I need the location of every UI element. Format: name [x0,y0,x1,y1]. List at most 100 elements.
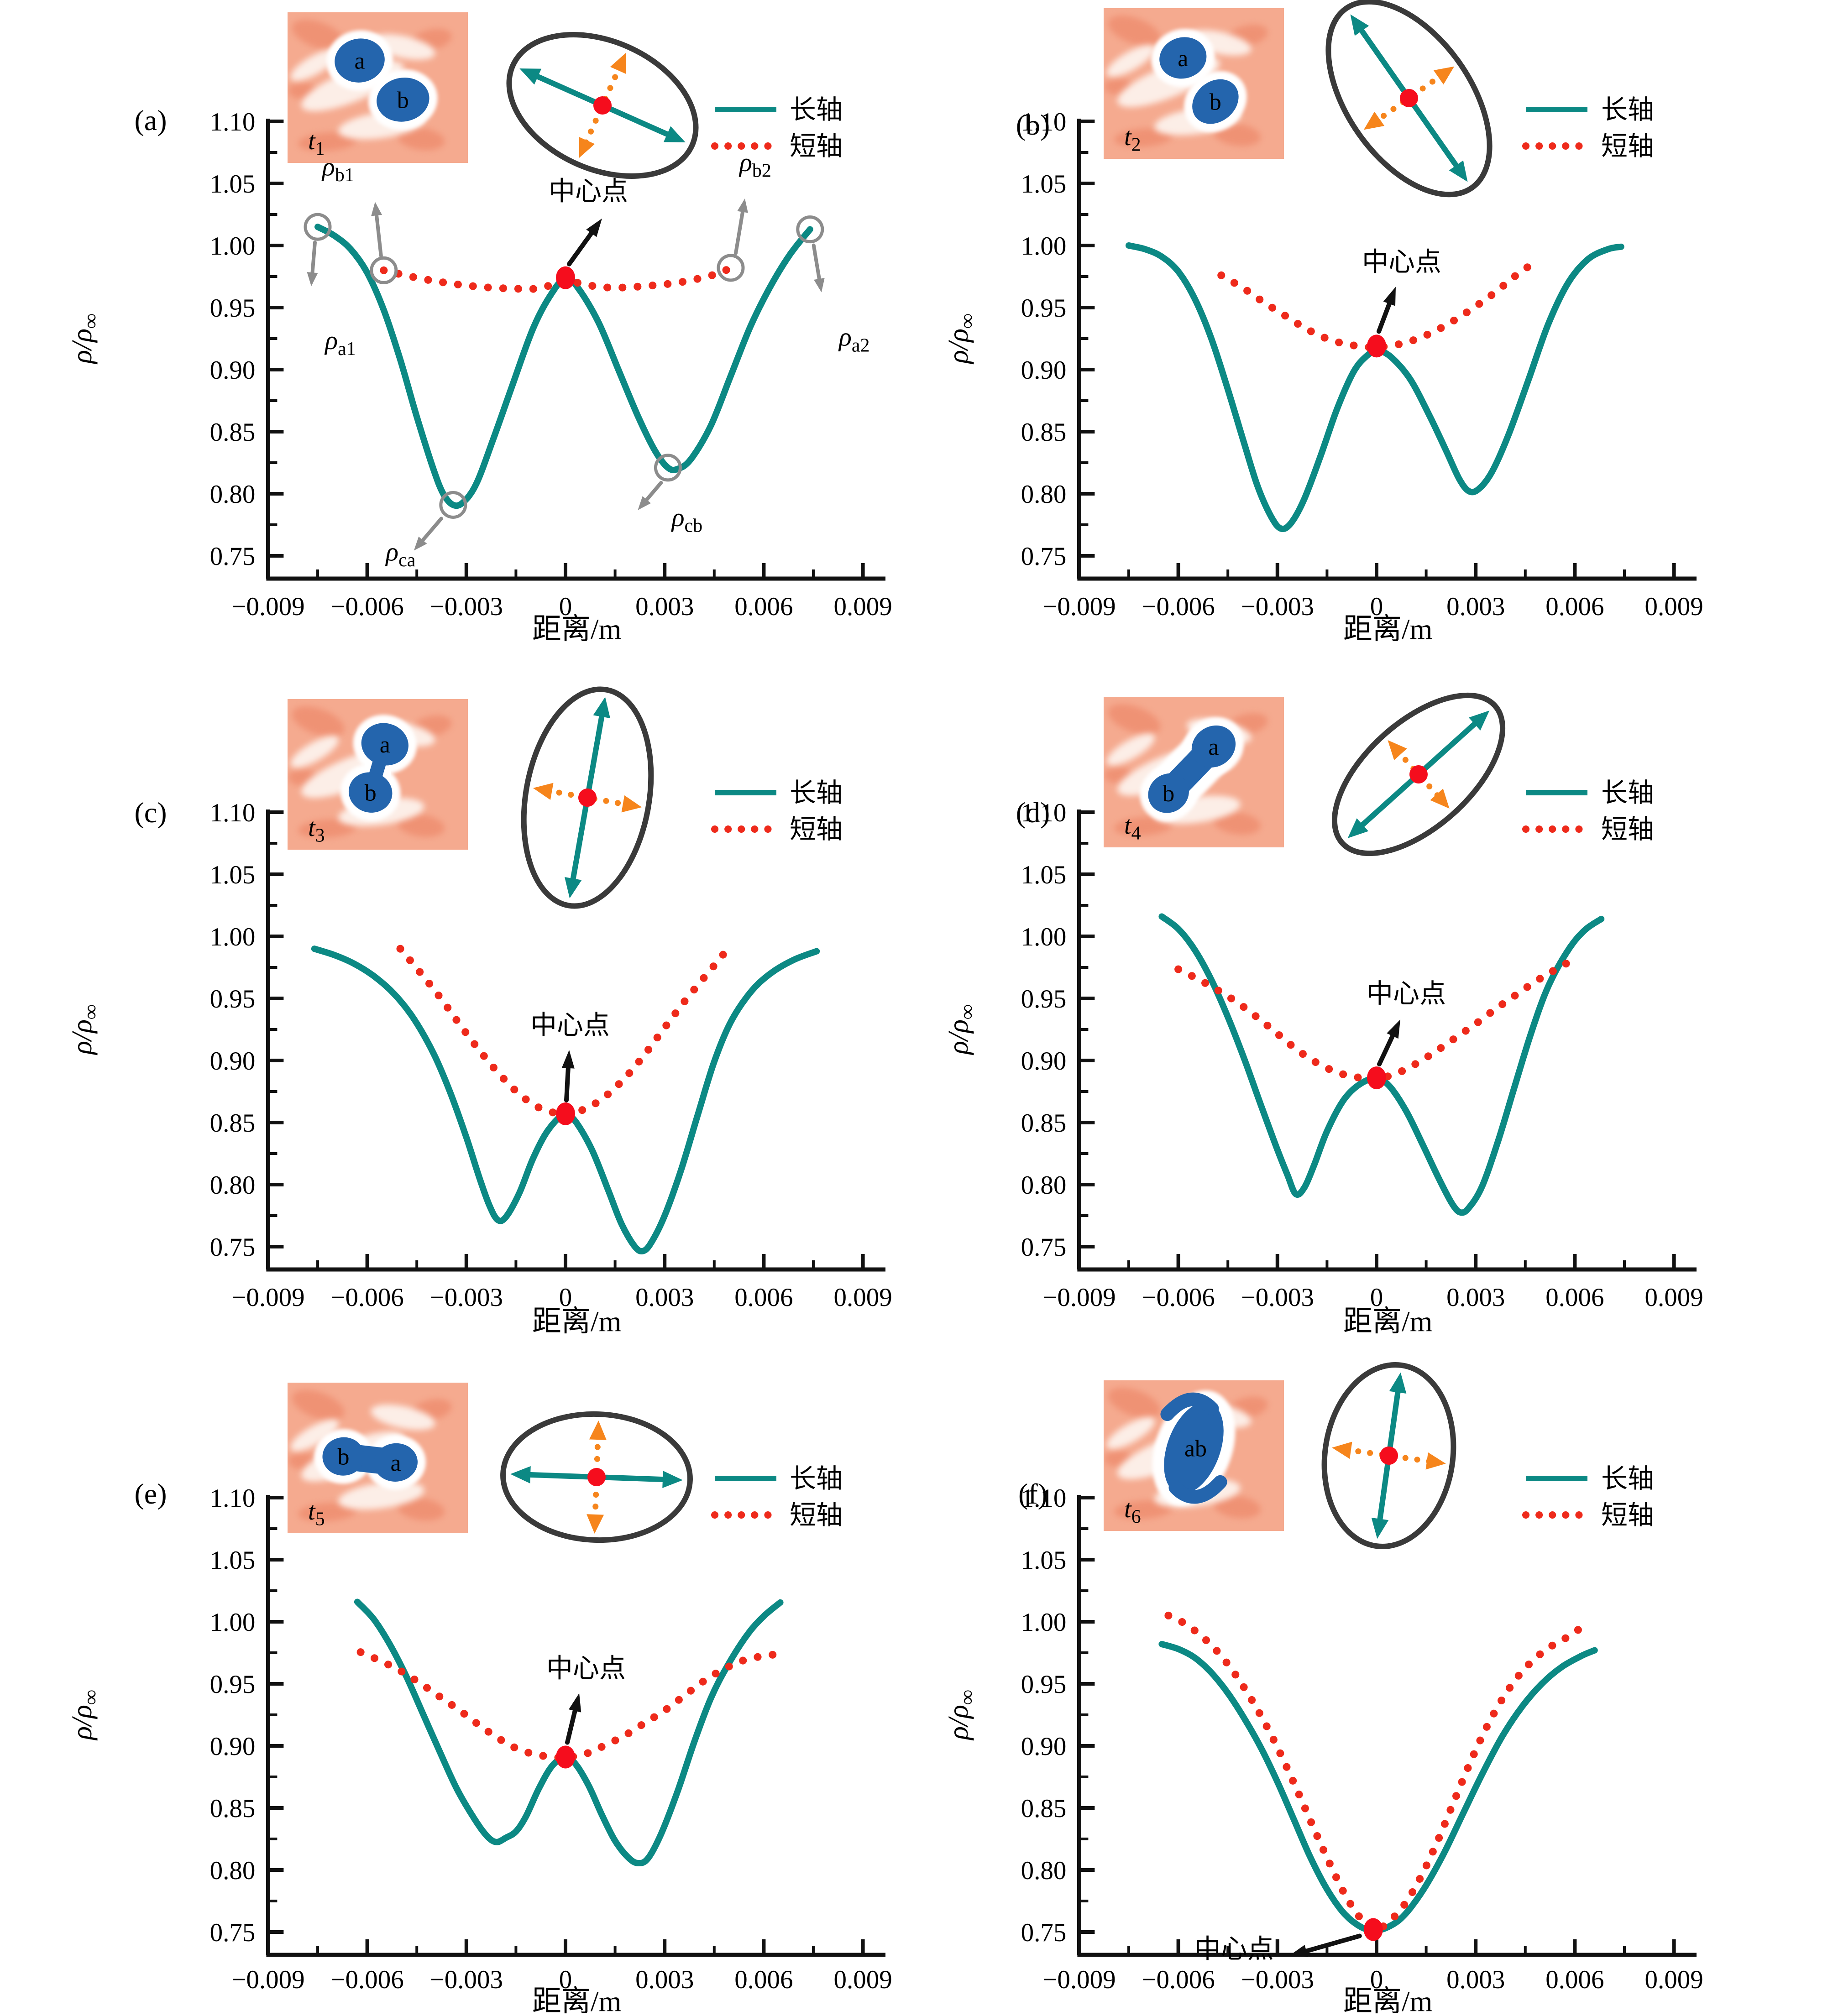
inset-time-label-t4: t4 [1124,811,1141,844]
schematic-ellipse-outline [500,1411,693,1543]
x-tick-label: 0.006 [1545,1965,1604,1994]
x-tick-label: −0.009 [231,1283,304,1312]
inset-dark-swirl [397,814,445,837]
inset-image-f: ab t6 [1104,1380,1284,1531]
short-axis-arrow-line [1372,72,1445,125]
panel-label-c: (c) [134,796,167,829]
curves-c [311,945,820,1255]
y-tick-label: 1.10 [1021,1484,1067,1513]
x-tick-label: −0.009 [231,1965,304,1994]
x-tick-label: 0.003 [635,592,694,621]
inset-dark-swirl [397,1498,445,1521]
center-annotation-arrow-head [586,218,602,237]
vortex-blob-a [1191,725,1236,768]
legend-short-axis-label: 短轴 [1601,815,1654,844]
y-tick-label: 0.80 [210,1171,256,1200]
long-axis-arrowhead [662,1471,683,1488]
x-tick-label: −0.003 [430,592,503,621]
inset-light-swirl [1106,45,1155,77]
curves-a [314,224,813,509]
center-point-label: 中心点 [549,177,628,206]
inset-dark-swirl [292,706,345,737]
x-tick-label: 0.006 [734,592,793,621]
center-point-dot [556,1102,575,1125]
vortex-label-a: a [390,1450,401,1476]
schematic-center-dot [578,789,597,807]
center-point-dot [1363,1918,1383,1941]
y-tick-label: 0.90 [210,1047,256,1076]
long-axis-arrowhead [510,1466,531,1483]
axes-a: 0.75 0.80 0.85 0.90 0.95 1.00 1.05 1.10 −0.009 −0… [67,108,892,645]
x-tick-label: −0.003 [430,1965,503,1994]
vortex-hook-top [1160,1392,1219,1421]
vortex-blob-b [348,772,393,813]
vortex-blob-a [335,38,385,83]
schematic-ellipse-outline [1321,1362,1456,1550]
y-tick-label: 0.95 [1021,1670,1067,1699]
x-tick-label: 0.003 [1446,1965,1505,1994]
annotation-circle [304,213,332,241]
subplot-cell-e: 0.75 0.80 0.85 0.90 0.95 1.00 1.05 1.10 −0.009 −0… [0,1344,916,2016]
y-tick-label: 0.95 [1021,985,1067,1013]
inset-dark-swirl [298,1503,356,1522]
annotated-point-a2: ρa2 [796,215,870,356]
annotation-arrow [417,517,443,546]
subplot-f-chart: 0.75 0.80 0.85 0.90 0.95 1.00 1.05 1.10 −0.009 −0… [943,1362,1703,2016]
x-tick-label: 0 [559,592,572,621]
inset-light-swirl [290,1419,339,1452]
x-tick-label: −0.006 [330,592,403,621]
axes-b: 0.75 0.80 0.85 0.90 0.95 1.00 1.05 1.10 −0.009 −0… [943,108,1703,645]
x-tick-label: 0.009 [1644,592,1703,621]
y-tick-label: 0.90 [210,356,256,385]
curves-d [1158,913,1605,1216]
long-axis-arrowhead [519,68,542,85]
axes-f: 0.75 0.80 0.85 0.90 0.95 1.00 1.05 1.10 −0.009 −0… [943,1484,1703,2016]
long-axis-arrowhead [1350,14,1369,36]
annotation-arrow-head [814,278,825,292]
annotation-arrow [734,204,746,255]
inset-dark-swirl [1213,123,1261,146]
x-tick-label: 0.009 [833,592,892,621]
x-axis-title: 距离/m [532,1985,622,2016]
panel-label-b: (b) [1016,109,1050,141]
y-axis-title: ρ/ρ∞ [67,1690,102,1741]
legend-short-axis-label: 短轴 [1601,131,1654,161]
x-tick-label: 0 [1370,1965,1383,1994]
x-tick-label: 0 [1370,1283,1383,1312]
axes-e: 0.75 0.80 0.85 0.90 0.95 1.00 1.05 1.10 −0.009 −0… [67,1484,892,2016]
center-point-dot [1367,1066,1386,1090]
panel-label-f: (f) [1018,1478,1047,1510]
legend-long-axis-label: 长轴 [790,1464,843,1494]
inset-light-swirl [1106,1417,1155,1449]
center-point-dot [556,1745,575,1769]
vortex-blob-b [1148,773,1189,813]
x-tick-label: −0.003 [1241,592,1314,621]
center-annotation-arrow [1297,1933,1362,1956]
subplot-cell-a: 0.75 0.80 0.85 0.90 0.95 1.00 1.05 1.10 −0.009 −0… [0,0,916,672]
annotated-point-b2: ρb2 [717,147,771,282]
annotation-circle [796,215,824,244]
schematic-ellipse-outline [1331,692,1506,857]
annotation-arrow-head [307,272,318,287]
inset-texture: ab [1104,1388,1268,1520]
vortex-label-a: a [354,48,365,74]
y-tick-label: 0.85 [210,1109,256,1138]
vortex-blob-b [322,1437,365,1476]
vortex-blob-a [1159,37,1207,79]
short-axis-arrow-line [1343,1447,1435,1465]
short-axis-arrowhead [1430,789,1450,809]
y-tick-label: 0.75 [210,542,256,571]
x-tick-label: 0.003 [1446,1283,1505,1312]
inset-dark-swirl [298,819,356,838]
subplot-d-chart: 0.75 0.80 0.85 0.90 0.95 1.00 1.05 1.10 −0.009 −0… [943,692,1703,1337]
y-tick-label: 0.95 [210,294,256,323]
vortex-label-b: b [1210,89,1221,115]
inset-light-swirl [371,1405,435,1430]
vortex-blob-b [1192,79,1239,124]
center-point-dot [1367,334,1386,358]
subplot-e-chart: 0.75 0.80 0.85 0.90 0.95 1.00 1.05 1.10 −0.009 −0… [67,1383,892,2016]
short-axis-arrowhead [1433,66,1455,85]
